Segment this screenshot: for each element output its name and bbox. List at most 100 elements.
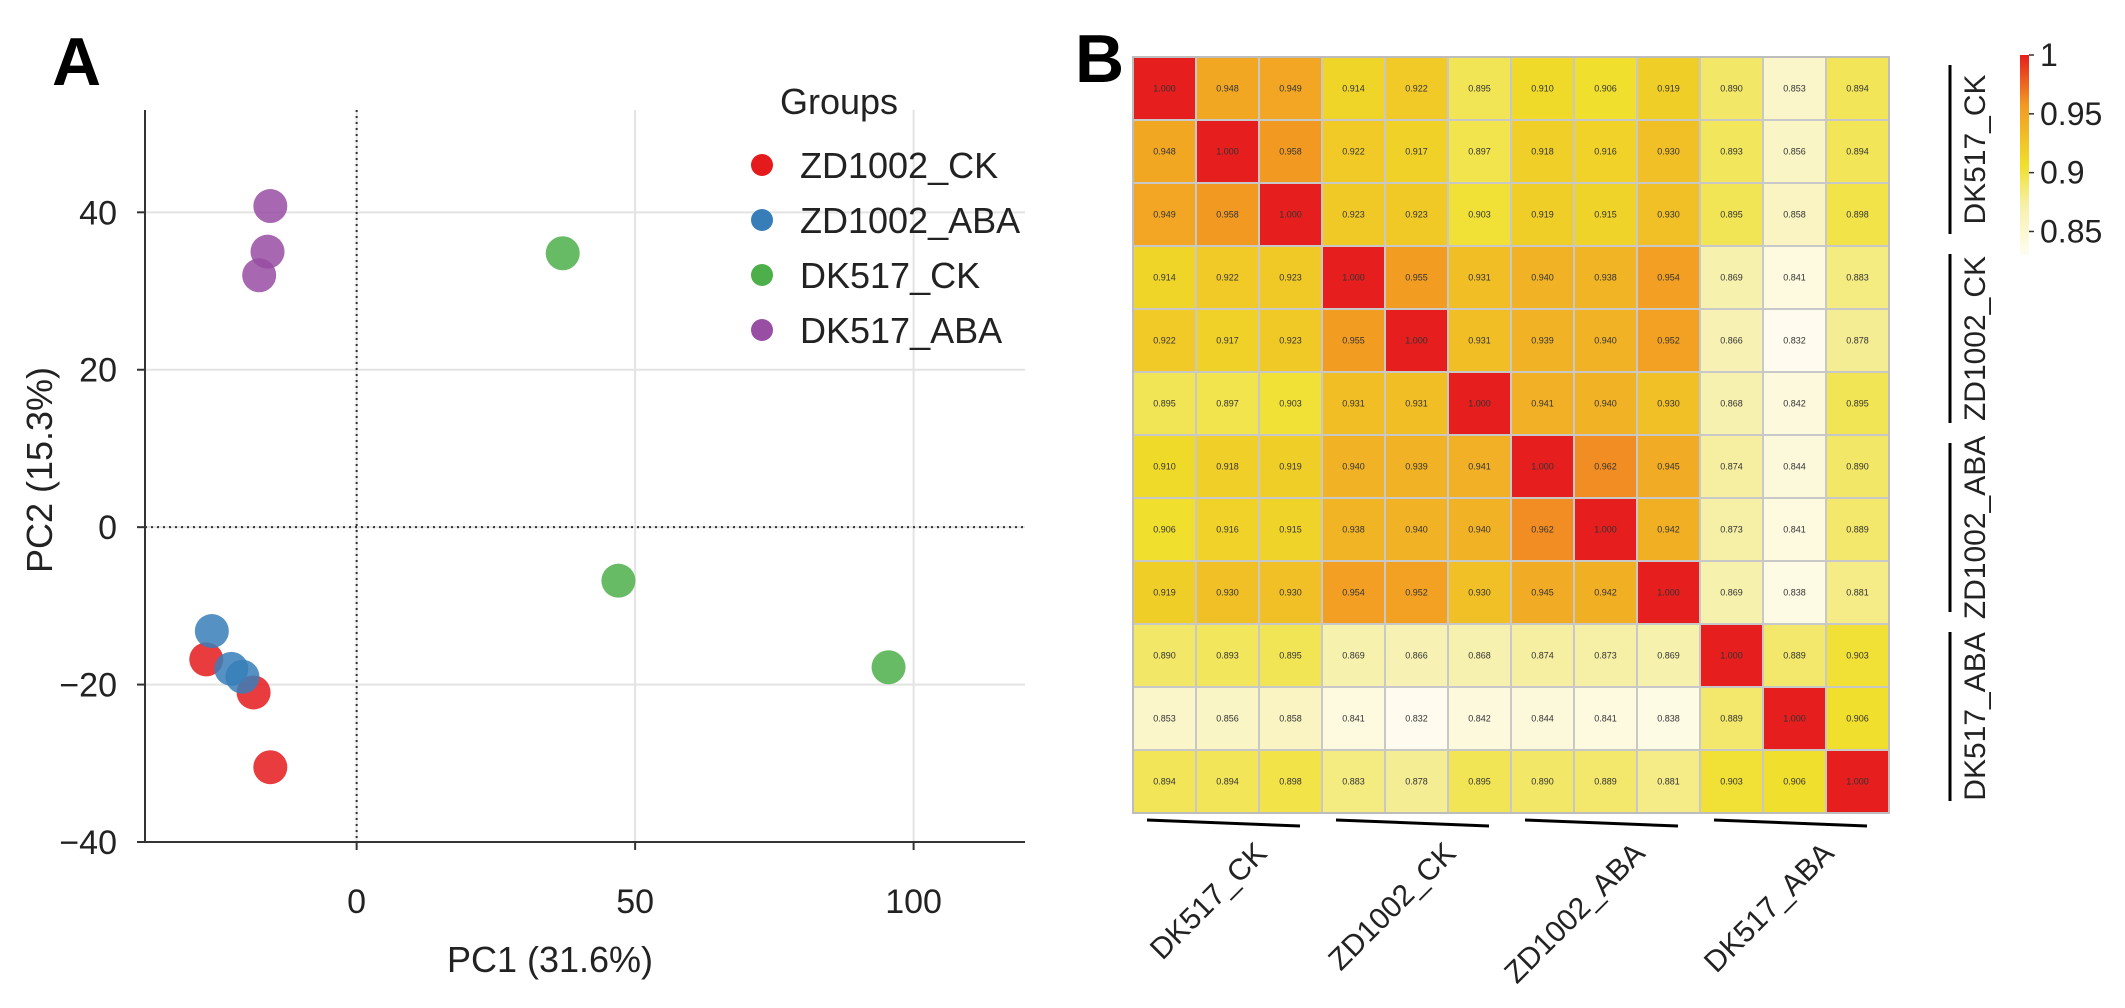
heatmap-cell-value: 0.931	[1342, 399, 1365, 409]
heatmap-cell	[1321, 434, 1386, 499]
heatmap-cell	[1825, 182, 1890, 247]
heatmap-cell	[1258, 245, 1323, 310]
y-tick-label: 0	[98, 509, 117, 547]
heatmap-cell-value: 0.962	[1594, 462, 1617, 472]
heatmap-cell-value: 0.931	[1468, 336, 1491, 346]
heatmap-cell	[1132, 497, 1197, 562]
colorbar-tick-label: 0.85	[2040, 213, 2102, 249]
heatmap-cell	[1132, 686, 1197, 751]
heatmap-cell	[1258, 686, 1323, 751]
heatmap-cell-value: 0.897	[1216, 399, 1239, 409]
heatmap-cell-value: 0.890	[1720, 84, 1743, 94]
heatmap-cell	[1636, 245, 1701, 310]
heatmap-cell	[1762, 434, 1827, 499]
legend-item-label: DK517_ABA	[800, 310, 1002, 351]
heatmap-cell	[1699, 434, 1764, 499]
heatmap-cell-value: 0.940	[1405, 525, 1428, 535]
heatmap-cell-value: 0.890	[1531, 777, 1554, 787]
heatmap-cell	[1384, 119, 1449, 184]
heatmap-cell	[1510, 245, 1575, 310]
heatmap-cell	[1132, 749, 1197, 814]
heatmap-cell-value: 0.874	[1720, 462, 1743, 472]
heatmap-cell-value: 0.930	[1657, 399, 1680, 409]
heatmap-cell-value: 0.868	[1720, 399, 1743, 409]
heatmap-cell-value: 1.000	[1468, 399, 1491, 409]
heatmap-cell-value: 1.000	[1405, 336, 1428, 346]
heatmap-cell	[1447, 623, 1512, 688]
heatmap-cell	[1258, 119, 1323, 184]
column-group-bar	[1713, 818, 1868, 828]
heatmap-cell-value: 0.941	[1531, 399, 1554, 409]
panel-a-label: A	[52, 24, 101, 100]
heatmap-cell-value: 0.841	[1342, 714, 1365, 724]
heatmap-cell-value: 0.958	[1279, 147, 1302, 157]
heatmap-cell-value: 0.931	[1468, 273, 1491, 283]
point-dk517-ck	[871, 650, 906, 685]
heatmap-cell	[1132, 182, 1197, 247]
heatmap-cell-value: 0.869	[1720, 588, 1743, 598]
heatmap-cell-value: 0.895	[1468, 84, 1491, 94]
legend: Groups ZD1002_CK ZD1002_ABA DK517_CK DK517_…	[751, 81, 1020, 351]
heatmap-cell	[1573, 497, 1638, 562]
heatmap-cell-value: 0.889	[1846, 525, 1869, 535]
heatmap-cell-value: 0.895	[1468, 777, 1491, 787]
row-group-label: DK517_CK	[1959, 74, 1992, 224]
heatmap-cell-value: 0.939	[1405, 462, 1428, 472]
heatmap-cell	[1258, 371, 1323, 436]
heatmap-cell-value: 0.915	[1279, 525, 1302, 535]
legend-item-label: DK517_CK	[800, 255, 980, 296]
heatmap-cell-value: 0.841	[1594, 714, 1617, 724]
legend-marker	[751, 154, 773, 176]
colorbar-tick-label: 1	[2040, 37, 2058, 73]
heatmap-cell	[1510, 749, 1575, 814]
heatmap-cell-value: 0.873	[1720, 525, 1743, 535]
heatmap-cell	[1132, 371, 1197, 436]
heatmap-cells: 1.000 0.948 0.949 0.914 0.922 0.895 0.910 0.906…	[1132, 56, 1890, 814]
heatmap-cell	[1762, 119, 1827, 184]
colorbar-gradient	[2020, 55, 2029, 255]
heatmap-cell-value: 0.919	[1279, 462, 1302, 472]
heatmap-cell	[1636, 371, 1701, 436]
heatmap-cell-value: 0.883	[1342, 777, 1365, 787]
column-group-label: DK517_ABA	[1698, 837, 1840, 979]
heatmap-cell-value: 0.923	[1279, 336, 1302, 346]
heatmap-cell	[1195, 371, 1260, 436]
heatmap-cell	[1258, 434, 1323, 499]
heatmap-cell	[1699, 56, 1764, 121]
heatmap-cell	[1636, 434, 1701, 499]
heatmap-cell-value: 0.914	[1342, 84, 1365, 94]
heatmap-cell-value: 0.903	[1720, 777, 1743, 787]
point-dk517-aba	[253, 189, 288, 224]
heatmap-cell	[1447, 371, 1512, 436]
heatmap-cell	[1636, 119, 1701, 184]
heatmap-cell-value: 0.938	[1342, 525, 1365, 535]
x-tick-label: 50	[616, 883, 654, 921]
legend-marker	[751, 209, 773, 231]
heatmap-cell	[1195, 623, 1260, 688]
heatmap-cell-value: 0.893	[1216, 651, 1239, 661]
heatmap-cell-value: 0.866	[1405, 651, 1428, 661]
heatmap-cell	[1384, 245, 1449, 310]
heatmap-cell-value: 0.914	[1153, 273, 1176, 283]
legend-title: Groups	[780, 81, 898, 122]
heatmap-cell-value: 0.923	[1405, 210, 1428, 220]
column-group-bar	[1335, 818, 1490, 828]
heatmap-cell-value: 0.949	[1279, 84, 1302, 94]
point-dk517-ck	[545, 236, 580, 271]
heatmap-cell	[1447, 560, 1512, 625]
heatmap-cell-value: 0.931	[1405, 399, 1428, 409]
heatmap-cell-value: 0.895	[1720, 210, 1743, 220]
heatmap-cell-value: 0.942	[1594, 588, 1617, 598]
column-group-labels: DK517_CK ZD1002_CK ZD1002_ABA DK517_ABA	[1144, 818, 1868, 990]
heatmap-cell	[1447, 686, 1512, 751]
heatmap-cell-value: 0.841	[1783, 525, 1806, 535]
point-zd1002-aba	[225, 659, 260, 694]
heatmap-cell	[1195, 308, 1260, 373]
heatmap-cell-value: 0.940	[1531, 273, 1554, 283]
heatmap-cell-value: 0.948	[1153, 147, 1176, 157]
heatmap-cell	[1573, 560, 1638, 625]
heatmap-cell-value: 0.890	[1153, 651, 1176, 661]
heatmap-cell	[1321, 119, 1386, 184]
heatmap-cell-value: 0.906	[1153, 525, 1176, 535]
